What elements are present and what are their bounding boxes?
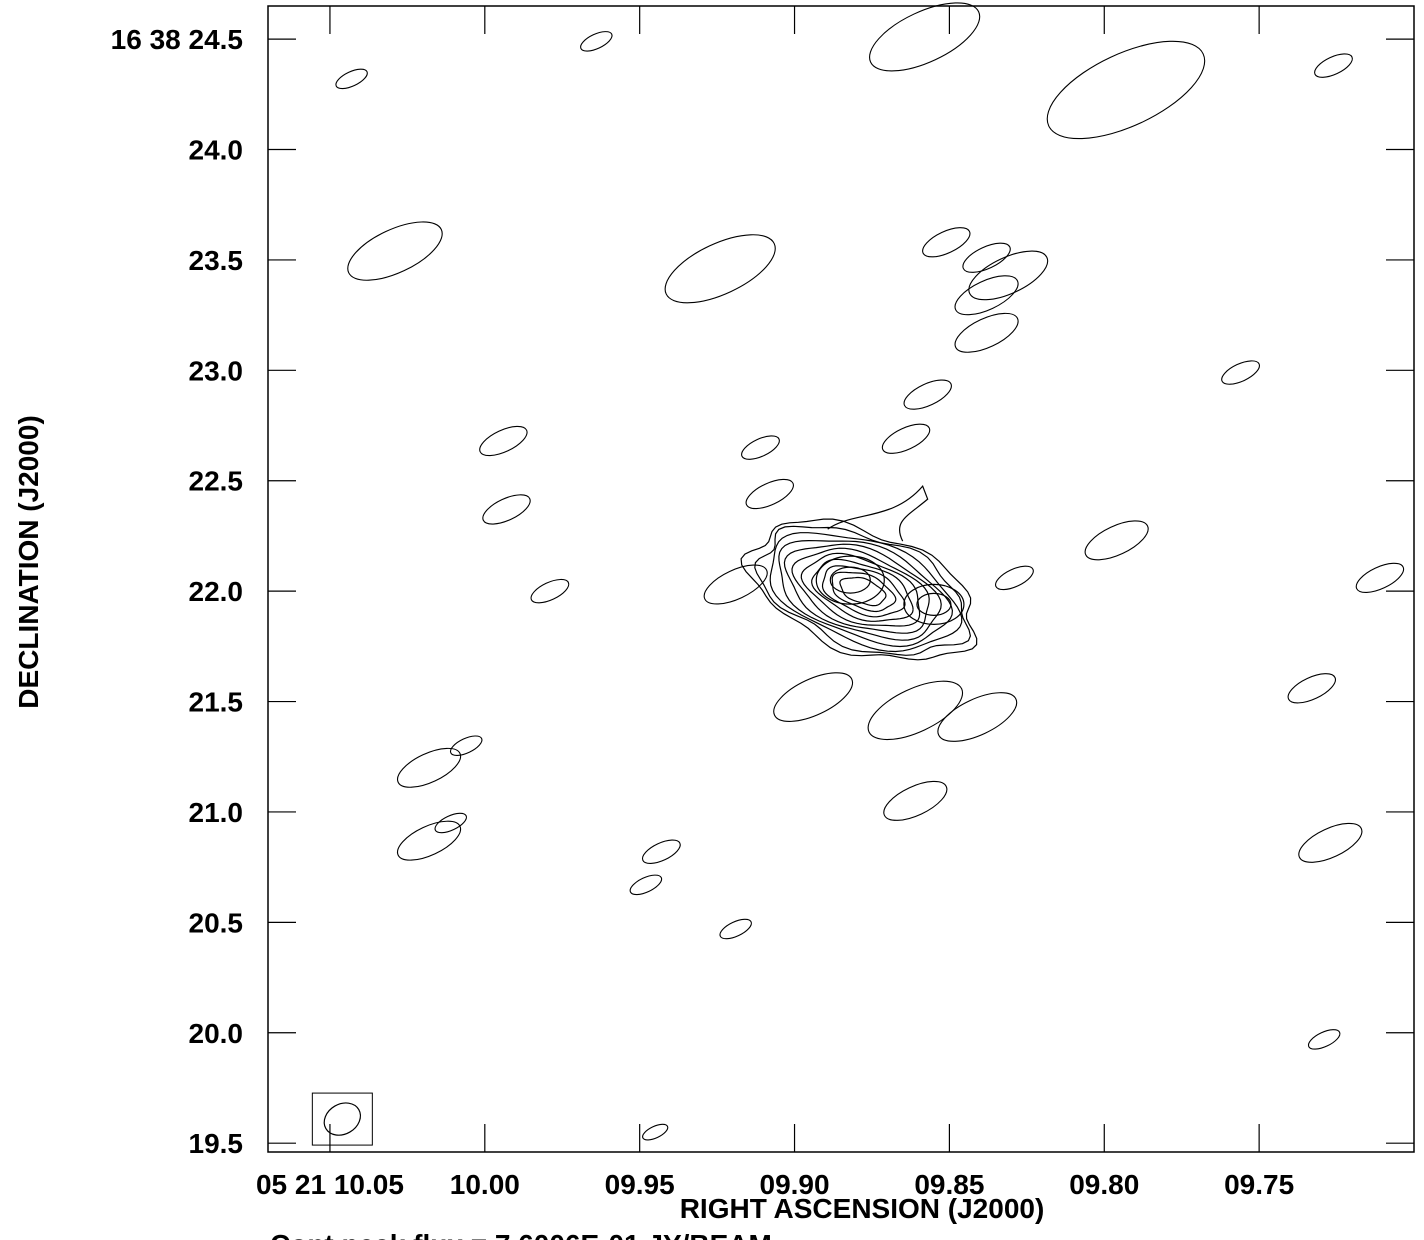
source-contour bbox=[778, 539, 954, 648]
noise-contour bbox=[434, 812, 467, 834]
source-contour bbox=[800, 552, 921, 627]
y-tick-labels: 16 38 24.5 24.0 23.5 23.0 22.5 22.0 21.5 21.0 20… bbox=[111, 24, 243, 1159]
beam-marker bbox=[311, 1092, 373, 1146]
noise-contour bbox=[922, 227, 971, 258]
noise-contour bbox=[745, 478, 794, 510]
noise-contour bbox=[335, 68, 368, 90]
noise-contour bbox=[1307, 1029, 1341, 1050]
noise-contour bbox=[883, 780, 948, 821]
source-extension bbox=[827, 484, 929, 542]
y-tick-label: 23.5 bbox=[189, 245, 244, 276]
noise-contour bbox=[703, 564, 768, 605]
noise-contour bbox=[719, 918, 752, 940]
source-contour bbox=[821, 565, 906, 618]
noise-contour bbox=[396, 820, 462, 861]
peak-contour bbox=[903, 583, 965, 625]
source-contours bbox=[740, 484, 978, 661]
x-tick-label: 05 21 10.05 bbox=[256, 1169, 404, 1200]
noise-contour bbox=[641, 839, 681, 864]
noise-contour bbox=[903, 379, 952, 410]
source-contour bbox=[811, 558, 914, 622]
y-tick-label: 23.0 bbox=[189, 355, 244, 386]
source-contour bbox=[783, 543, 942, 641]
noise-contour bbox=[629, 874, 663, 896]
beam-ellipse bbox=[323, 1102, 362, 1136]
y-tick-label: 19.5 bbox=[189, 1128, 244, 1159]
source-contour bbox=[831, 571, 897, 613]
x-axis-title: RIGHT ASCENSION (J2000) bbox=[680, 1193, 1045, 1224]
noise-contour bbox=[954, 312, 1019, 353]
source-contour bbox=[839, 576, 887, 607]
noise-contour bbox=[1084, 520, 1149, 561]
x-tick-label: 09.95 bbox=[605, 1169, 675, 1200]
noise-contour bbox=[449, 735, 483, 756]
y-tick-label: 21.5 bbox=[189, 687, 244, 718]
noise-contour bbox=[1355, 562, 1405, 594]
y-tick-label: 20.5 bbox=[189, 907, 244, 938]
source-contour bbox=[754, 525, 972, 656]
noise-contour bbox=[479, 425, 528, 457]
noise-contour bbox=[1287, 673, 1336, 704]
noise-contour bbox=[664, 234, 776, 304]
noise-contour bbox=[954, 275, 1019, 316]
noise-contour bbox=[869, 2, 981, 72]
x-tick-labels: 05 21 10.05 10.00 09.95 09.90 09.85 09.80 09.7… bbox=[256, 1169, 1294, 1200]
y-tick-label: 20.0 bbox=[189, 1018, 244, 1049]
noise-contour bbox=[1298, 822, 1363, 863]
x-tick-label: 10.00 bbox=[450, 1169, 520, 1200]
peak-contour bbox=[815, 555, 885, 605]
x-tick-label: 09.80 bbox=[1069, 1169, 1139, 1200]
noise-contour bbox=[580, 31, 613, 52]
y-tick-label: 22.0 bbox=[189, 576, 244, 607]
y-tick-label: 24.0 bbox=[189, 135, 244, 166]
noise-contour bbox=[482, 494, 531, 525]
plot-frame bbox=[267, 5, 1415, 1153]
y-tick-label: 21.0 bbox=[189, 797, 244, 828]
noise-contour bbox=[1046, 40, 1206, 140]
noise-contours bbox=[335, 2, 1405, 1141]
noise-contour bbox=[968, 250, 1049, 301]
axis-ticks bbox=[268, 6, 1414, 1152]
x-tick-label: 09.85 bbox=[914, 1169, 984, 1200]
noise-contour bbox=[773, 672, 854, 722]
x-tick-label: 09.90 bbox=[760, 1169, 830, 1200]
y-tick-label: 22.5 bbox=[189, 466, 244, 497]
source-contour bbox=[769, 532, 963, 653]
y-tick-label: 16 38 24.5 bbox=[111, 24, 243, 55]
x-tick-label: 09.75 bbox=[1224, 1169, 1294, 1200]
source-contour bbox=[791, 547, 930, 634]
noise-contour bbox=[1314, 53, 1353, 78]
noise-contour bbox=[741, 435, 780, 460]
peak-flux-note: Cont peak flux = 7.6006E-01 JY/BEAM bbox=[270, 1229, 772, 1240]
beam-box bbox=[311, 1092, 373, 1146]
noise-contour bbox=[881, 423, 931, 454]
noise-contour bbox=[995, 565, 1034, 591]
peak-contour bbox=[829, 566, 871, 594]
y-axis-title: DECLINATION (J2000) bbox=[13, 415, 44, 709]
noise-contour bbox=[347, 221, 443, 281]
noise-contour bbox=[1221, 360, 1260, 385]
noise-contour bbox=[937, 692, 1018, 742]
noise-contour bbox=[530, 578, 570, 604]
source-contour bbox=[740, 518, 978, 661]
noise-contour bbox=[962, 242, 1011, 273]
noise-contour bbox=[867, 680, 964, 741]
noise-contour bbox=[397, 747, 462, 788]
noise-contour bbox=[642, 1123, 669, 1141]
peak-contour bbox=[916, 592, 952, 616]
